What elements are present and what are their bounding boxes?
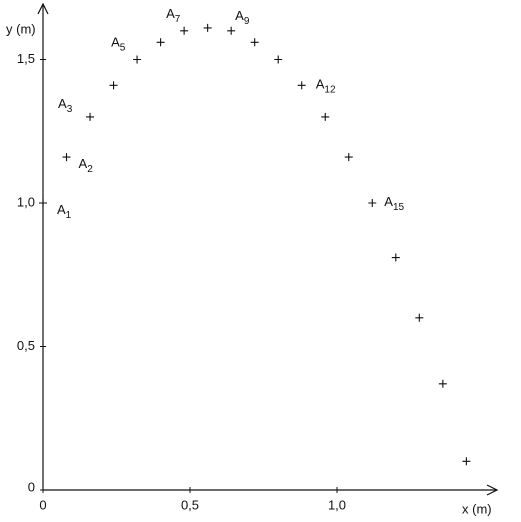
point-label-letter: A bbox=[384, 194, 393, 209]
point bbox=[227, 26, 236, 35]
point bbox=[156, 38, 165, 47]
point bbox=[203, 23, 212, 32]
y-tick-label: 1,0 bbox=[17, 194, 35, 209]
point-label-sub: 5 bbox=[120, 42, 126, 53]
point bbox=[133, 55, 142, 64]
point bbox=[250, 38, 259, 47]
point-label-letter: A bbox=[111, 35, 120, 50]
point-label-letter: A bbox=[79, 157, 88, 172]
point-label-sub: 9 bbox=[244, 15, 250, 26]
point-label-sub: 15 bbox=[393, 202, 405, 213]
point bbox=[62, 153, 71, 162]
y-axis-arrow bbox=[37, 2, 49, 15]
point bbox=[344, 153, 353, 162]
point bbox=[109, 81, 118, 90]
point-label: A2 bbox=[79, 157, 94, 175]
point-label: A15 bbox=[384, 194, 404, 212]
point-label: A12 bbox=[316, 77, 336, 95]
x-tick-label: 0 bbox=[39, 497, 46, 512]
point bbox=[86, 112, 95, 121]
point-label-letter: A bbox=[166, 6, 175, 21]
point bbox=[368, 199, 377, 207]
point-label-letter: A bbox=[235, 8, 244, 23]
y-axis-label: y (m) bbox=[6, 21, 36, 36]
y-tick-label: 0 bbox=[28, 479, 35, 494]
point bbox=[321, 112, 330, 121]
y-tick-label: 1,5 bbox=[17, 51, 35, 66]
point bbox=[274, 55, 283, 64]
point-label: A1 bbox=[57, 202, 72, 220]
x-axis-label: x (m) bbox=[462, 501, 492, 516]
point bbox=[462, 457, 471, 466]
x-tick-label: 1,0 bbox=[328, 497, 346, 512]
x-axis-arrow bbox=[486, 484, 499, 496]
point-label: A7 bbox=[166, 6, 181, 24]
point-label: A3 bbox=[58, 96, 73, 114]
point-label-letter: A bbox=[58, 96, 67, 111]
point-label-letter: A bbox=[57, 202, 66, 217]
point-label-sub: 2 bbox=[87, 164, 93, 175]
point bbox=[39, 199, 47, 207]
point bbox=[180, 26, 189, 35]
point-label-sub: 1 bbox=[66, 210, 72, 221]
point bbox=[415, 313, 424, 322]
point bbox=[391, 253, 400, 262]
point-label-sub: 7 bbox=[175, 13, 181, 24]
point-label-sub: 3 bbox=[67, 104, 73, 115]
x-tick-label: 0,5 bbox=[181, 497, 199, 512]
point-label-sub: 12 bbox=[324, 84, 336, 95]
point bbox=[438, 379, 447, 388]
y-tick-label: 0,5 bbox=[17, 338, 35, 353]
point-label: A9 bbox=[235, 8, 250, 26]
point bbox=[297, 81, 306, 90]
point-label: A5 bbox=[111, 35, 126, 53]
point-label-letter: A bbox=[316, 77, 325, 92]
